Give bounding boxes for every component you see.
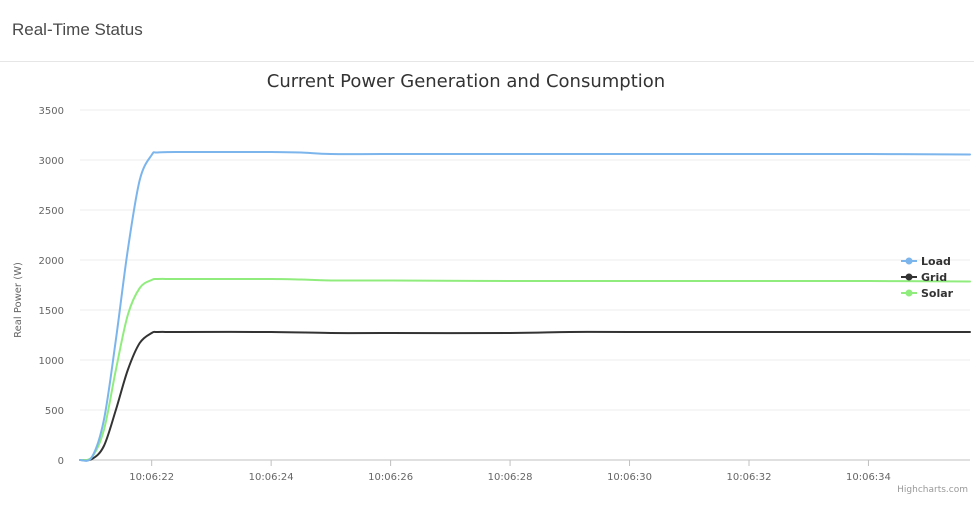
legend-label: Grid [921, 271, 947, 284]
y-tick-label: 2000 [39, 256, 64, 267]
x-tick-label: 10:06:26 [368, 472, 413, 483]
series-line-grid[interactable] [79, 330, 971, 462]
y-axis-ticks: 0 500 1000 1500 2000 2500 3000 3500 [39, 106, 64, 467]
gridlines [80, 109, 970, 461]
legend-marker [905, 257, 913, 265]
y-tick-label: 0 [58, 456, 64, 467]
y-tick-label: 3500 [39, 106, 64, 117]
legend-item-load[interactable]: Load [901, 255, 951, 268]
x-tick-label: 10:06:22 [129, 472, 174, 483]
series-layer [79, 150, 971, 462]
y-axis-title: Real Power (W) [13, 262, 24, 338]
x-tick-label: 10:06:28 [488, 472, 533, 483]
legend-marker [905, 289, 913, 297]
y-tick-label: 1000 [39, 356, 64, 367]
x-tick-label: 10:06:30 [607, 472, 652, 483]
y-tick-label: 1500 [39, 306, 64, 317]
legend-item-grid[interactable]: Grid [901, 271, 947, 284]
legend-item-solar[interactable]: Solar [901, 287, 954, 300]
legend-label: Solar [921, 287, 954, 300]
legend-marker [905, 273, 913, 281]
x-axis-ticks: 10:06:22 10:06:24 10:06:26 10:06:28 10:06:30… [129, 460, 891, 483]
y-tick-label: 500 [45, 406, 64, 417]
panel-heading: Real-Time Status [0, 0, 974, 62]
y-tick-label: 2500 [39, 206, 64, 217]
series-line-solar[interactable] [79, 277, 971, 462]
chart-container: Current Power Generation and Consumption… [0, 62, 974, 508]
legend: Load Grid Solar [901, 255, 954, 300]
x-tick-label: 10:06:32 [727, 472, 772, 483]
series-line-load[interactable] [79, 150, 971, 462]
x-tick-label: 10:06:34 [846, 472, 891, 483]
chart-title: Current Power Generation and Consumption [267, 71, 665, 92]
legend-label: Load [921, 255, 951, 268]
y-tick-label: 3000 [39, 156, 64, 167]
credits: Highcharts.com [897, 485, 968, 495]
x-tick-label: 10:06:24 [249, 472, 294, 483]
power-chart: Current Power Generation and Consumption… [13, 71, 971, 495]
panel-title: Real-Time Status [12, 20, 143, 39]
